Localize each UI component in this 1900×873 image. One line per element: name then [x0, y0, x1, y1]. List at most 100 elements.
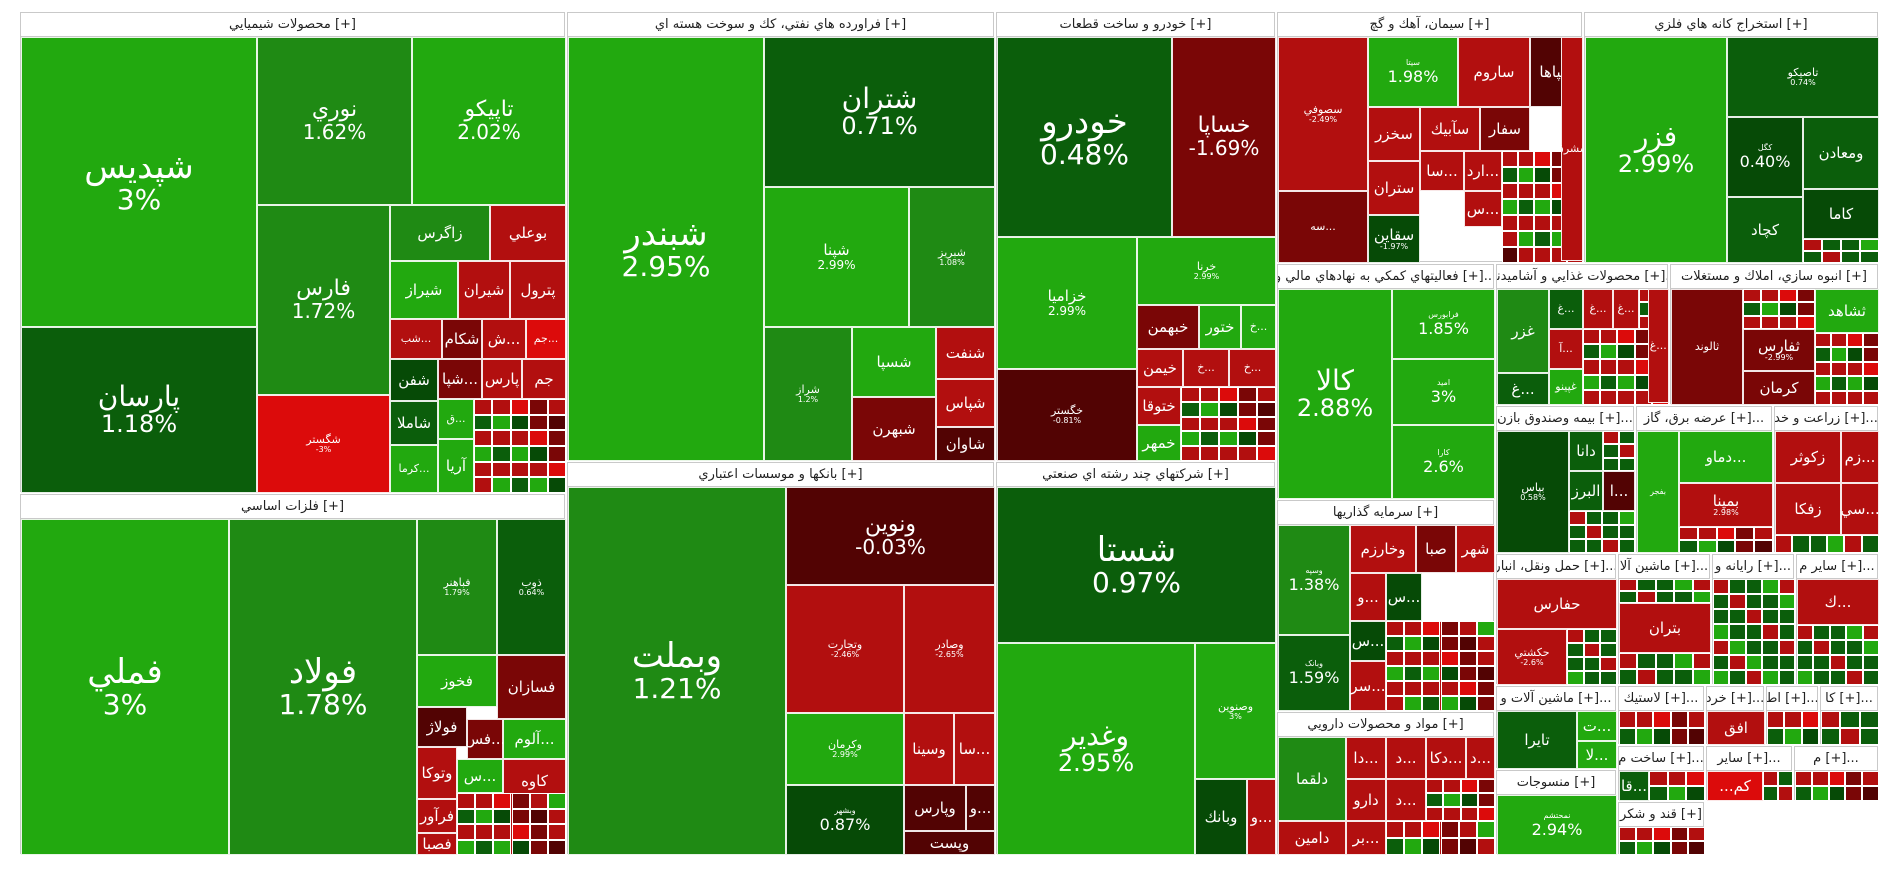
mini-tile-grid[interactable] — [1569, 511, 1635, 553]
stock-tile[interactable]: ختوقا — [1137, 387, 1181, 425]
mini-tile-grid[interactable] — [1797, 625, 1879, 685]
mini-tile[interactable] — [1200, 431, 1219, 447]
mini-tile-grid[interactable] — [1679, 527, 1773, 553]
mini-tile[interactable] — [547, 477, 566, 493]
mini-tile[interactable] — [474, 461, 493, 478]
mini-tile[interactable] — [1569, 511, 1586, 525]
mini-tile[interactable] — [1840, 711, 1860, 728]
mini-tile[interactable] — [1762, 579, 1779, 595]
stock-tile[interactable]: شبهرن — [852, 397, 936, 461]
sector-header[interactable]: خرد [+]... — [1707, 687, 1763, 711]
sector-header[interactable]: رايانه و [+]... — [1713, 555, 1793, 579]
stock-tile[interactable]: خبهمن — [1137, 305, 1199, 349]
stock-tile[interactable]: سر... — [1350, 661, 1386, 711]
mini-tile[interactable] — [529, 461, 548, 478]
mini-tile[interactable] — [510, 414, 530, 431]
mini-tile[interactable] — [1687, 711, 1705, 728]
stock-tile[interactable]: غ... — [1549, 289, 1583, 329]
mini-tile[interactable] — [1386, 651, 1405, 666]
mini-tile[interactable] — [475, 793, 494, 809]
mini-tile[interactable] — [1670, 711, 1688, 728]
stock-tile[interactable]: س... — [1386, 573, 1422, 621]
mini-tile[interactable] — [1534, 215, 1551, 231]
mini-tile[interactable] — [474, 430, 493, 446]
mini-tile[interactable] — [492, 399, 511, 415]
mini-tile[interactable] — [1476, 838, 1495, 855]
mini-tile[interactable] — [1815, 333, 1831, 348]
stock-tile[interactable]: وتوكا — [417, 747, 457, 799]
stock-tile[interactable]: غ... — [1497, 373, 1549, 405]
mini-tile[interactable] — [1567, 671, 1584, 685]
mini-tile[interactable] — [1862, 771, 1879, 786]
mini-tile[interactable] — [1619, 653, 1638, 669]
stock-tile[interactable]: خيمن — [1137, 349, 1183, 387]
mini-tile[interactable] — [1735, 540, 1755, 553]
mini-tile[interactable] — [1200, 387, 1219, 402]
mini-tile[interactable] — [1863, 347, 1879, 362]
mini-tile[interactable] — [492, 446, 511, 462]
mini-tile[interactable] — [1440, 651, 1459, 666]
mini-tile[interactable] — [1440, 636, 1459, 651]
mini-tile[interactable] — [1762, 654, 1779, 670]
mini-tile[interactable] — [1634, 344, 1652, 360]
mini-tile[interactable] — [547, 414, 566, 431]
mini-tile[interactable] — [1862, 655, 1879, 670]
mini-tile[interactable] — [1697, 540, 1717, 553]
sector-header[interactable]: سيمان، آهك و گچ [+] — [1278, 13, 1581, 37]
stock-tile[interactable]: شفن — [390, 359, 438, 401]
stock-tile[interactable]: ارد... — [1464, 151, 1502, 191]
mini-tile[interactable] — [1602, 511, 1619, 525]
stock-tile[interactable]: فزر 2.99% — [1585, 37, 1727, 263]
stock-tile[interactable]: فولاژ — [417, 707, 467, 747]
mini-tile[interactable] — [1862, 786, 1879, 801]
mini-tile[interactable] — [1440, 621, 1459, 636]
mini-tile[interactable] — [1761, 289, 1779, 303]
stock-tile[interactable]: شاملا — [390, 401, 438, 445]
mini-tile-grid[interactable] — [1603, 431, 1635, 471]
mini-tile[interactable] — [1813, 625, 1830, 640]
mini-tile[interactable] — [1745, 669, 1763, 685]
stock-tile[interactable]: ومعادن — [1803, 117, 1879, 189]
stock-tile[interactable]: وكرمان 2.99% — [786, 713, 904, 785]
stock-tile[interactable]: اميد 3% — [1392, 359, 1495, 425]
mini-tile[interactable] — [1778, 609, 1795, 625]
mini-tile[interactable] — [1200, 401, 1219, 417]
sector-header[interactable]: شركتهاي چند رشته اي صنعتي [+] — [997, 463, 1274, 487]
stock-tile[interactable]: ق... — [438, 399, 474, 439]
mini-tile-grid[interactable] — [1803, 239, 1879, 263]
mini-tile[interactable] — [1619, 579, 1638, 591]
mini-tile[interactable] — [1670, 728, 1688, 745]
mini-tile[interactable] — [1778, 579, 1795, 595]
stock-tile[interactable]: فخوز — [417, 655, 497, 707]
mini-tile[interactable] — [1692, 579, 1711, 591]
stock-tile[interactable]: شپنا 2.99% — [764, 187, 909, 327]
mini-tile[interactable] — [1778, 639, 1795, 655]
stock-tile[interactable]: بر... — [1346, 821, 1386, 855]
stock-tile[interactable]: بوعلي — [490, 205, 566, 261]
mini-tile[interactable] — [1692, 653, 1711, 669]
mini-tile-grid[interactable] — [1386, 821, 1495, 855]
stock-tile[interactable]: خ... — [1241, 305, 1276, 349]
stock-tile[interactable]: خ... — [1229, 349, 1276, 387]
mini-tile[interactable] — [492, 430, 511, 446]
mini-tile[interactable] — [1502, 231, 1519, 247]
mini-tile[interactable] — [492, 414, 511, 431]
sector-header[interactable]: ساير [+]... — [1707, 747, 1791, 771]
mini-tile[interactable] — [1847, 390, 1863, 405]
mini-tile[interactable] — [1200, 446, 1219, 461]
mini-tile[interactable] — [1518, 231, 1535, 247]
mini-tile[interactable] — [1386, 666, 1405, 681]
stock-tile[interactable]: فرآور — [417, 799, 457, 833]
mini-tile[interactable] — [1518, 167, 1535, 183]
mini-tile[interactable] — [1534, 247, 1551, 263]
sector-header[interactable]: اط [+]... — [1767, 687, 1817, 711]
mini-tile[interactable] — [1634, 329, 1652, 345]
mini-tile[interactable] — [1829, 625, 1847, 640]
sector-header[interactable]: قند و شكر [+] — [1619, 803, 1703, 827]
mini-tile[interactable] — [1619, 711, 1637, 728]
mini-tile[interactable] — [1600, 344, 1618, 360]
sector-header[interactable]: بانكها و موسسات اعتباري [+] — [568, 463, 993, 487]
mini-tile[interactable] — [1600, 389, 1618, 405]
mini-tile[interactable] — [1815, 376, 1831, 391]
mini-tile[interactable] — [1674, 579, 1693, 591]
